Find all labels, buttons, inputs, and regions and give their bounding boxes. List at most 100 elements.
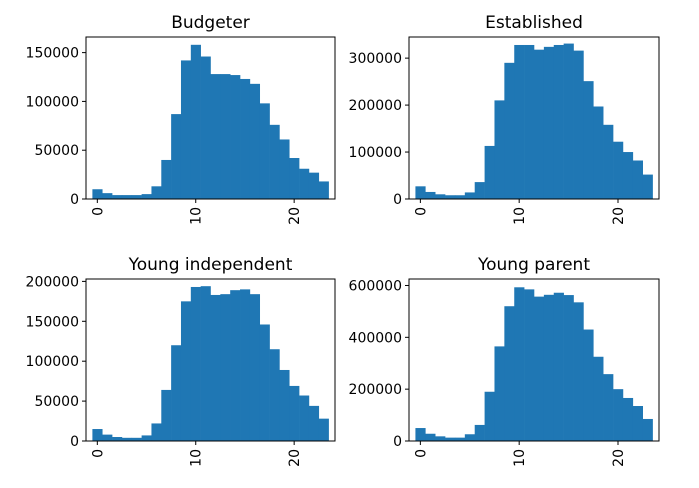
histogram-bar bbox=[464, 434, 476, 441]
x-tick-label: 10 bbox=[512, 207, 528, 225]
y-tick-label: 0 bbox=[393, 434, 402, 450]
y-tick-label: 0 bbox=[70, 192, 79, 208]
histogram-bar bbox=[573, 50, 584, 200]
x-tick-label: 20 bbox=[287, 207, 303, 225]
histogram-bar bbox=[121, 437, 133, 441]
histogram-bar bbox=[190, 44, 201, 200]
histogram-bar bbox=[269, 124, 280, 199]
y-tick-label: 100000 bbox=[349, 145, 402, 161]
histogram-bar bbox=[259, 103, 270, 199]
histogram-bar bbox=[220, 74, 231, 199]
histogram-bar bbox=[642, 174, 653, 199]
y-tick-label: 300000 bbox=[349, 51, 402, 67]
histogram-bar bbox=[593, 106, 604, 199]
subplot-title: Budgeter bbox=[171, 13, 250, 33]
histogram-bar bbox=[308, 172, 320, 199]
histogram-bar bbox=[583, 329, 594, 441]
x-tick-label: 20 bbox=[611, 207, 627, 225]
histogram-bar bbox=[230, 75, 241, 199]
histogram-bar bbox=[161, 159, 172, 199]
histogram-bar bbox=[514, 44, 525, 200]
histogram-bar bbox=[240, 289, 251, 441]
histogram-bar bbox=[131, 437, 142, 441]
y-tick-label: 200000 bbox=[349, 382, 402, 398]
histogram-bar bbox=[534, 49, 545, 200]
y-tick-label: 100000 bbox=[26, 94, 79, 110]
y-tick-label: 200000 bbox=[26, 274, 79, 290]
x-tick-label: 0 bbox=[413, 449, 429, 458]
histogram-bar bbox=[504, 62, 515, 200]
histogram-bar bbox=[603, 124, 614, 199]
histogram-bar bbox=[151, 186, 162, 199]
histogram-bar bbox=[445, 195, 456, 199]
y-axis: 0 50000 100000 150000 bbox=[26, 46, 86, 208]
histogram-bar bbox=[249, 294, 261, 441]
histogram-bar bbox=[603, 374, 614, 441]
x-axis: 0 10 20 bbox=[413, 199, 627, 225]
axes-frame bbox=[85, 278, 336, 442]
y-tick-label: 150000 bbox=[26, 46, 79, 62]
histogram-bar bbox=[425, 433, 436, 441]
histogram-bar bbox=[279, 369, 290, 441]
histogram-bar bbox=[299, 168, 310, 199]
histogram-bar bbox=[543, 46, 555, 199]
histogram-bar bbox=[200, 286, 211, 441]
y-tick-label: 0 bbox=[393, 192, 402, 208]
histogram-bar bbox=[269, 349, 280, 441]
histogram-bar bbox=[504, 306, 515, 441]
histogram-bar bbox=[259, 324, 270, 441]
histogram-bar bbox=[210, 74, 221, 199]
histogram-bar bbox=[524, 289, 535, 441]
histogram-bar bbox=[289, 385, 300, 441]
x-tick-label: 0 bbox=[90, 207, 106, 216]
histogram-bar bbox=[494, 346, 505, 441]
x-tick-label: 20 bbox=[611, 449, 627, 467]
histogram-bar bbox=[553, 292, 564, 441]
histogram-bar bbox=[249, 83, 261, 199]
y-axis: 0 100000 200000 300000 bbox=[349, 51, 409, 208]
histogram-bar bbox=[553, 44, 564, 200]
x-tick-label: 0 bbox=[413, 207, 429, 216]
bars bbox=[415, 287, 653, 441]
histogram-bar bbox=[102, 193, 113, 199]
histogram-bar bbox=[494, 100, 505, 199]
histogram-bar bbox=[161, 389, 172, 441]
histogram-bar bbox=[573, 302, 584, 441]
histogram-bar bbox=[308, 405, 320, 441]
x-tick-label: 10 bbox=[189, 207, 205, 225]
subplot-title: Young parent bbox=[477, 255, 590, 275]
histogram-bar bbox=[141, 435, 152, 441]
y-tick-label: 150000 bbox=[26, 314, 79, 330]
histogram-bar bbox=[484, 391, 495, 441]
histogram-bar bbox=[102, 434, 113, 441]
histogram-bar bbox=[92, 429, 103, 441]
histogram-bar bbox=[299, 395, 310, 441]
subplot-young-independent: 0 50000 100000 150000 200000 0 10 20 Young ind… bbox=[26, 255, 336, 467]
y-tick-label: 600000 bbox=[349, 278, 402, 294]
y-tick-label: 0 bbox=[70, 434, 79, 450]
histogram-bar bbox=[200, 56, 211, 200]
bars bbox=[92, 286, 329, 441]
histogram-bar bbox=[112, 437, 123, 441]
axes-frame bbox=[408, 278, 660, 442]
bars bbox=[92, 44, 329, 200]
subplot-established: 0 100000 200000 300000 0 10 20 Established bbox=[349, 13, 660, 225]
axes-frame bbox=[85, 36, 336, 200]
axes-frame bbox=[408, 36, 660, 200]
subplot-budgeter: 0 50000 100000 150000 0 10 20 Budgeter bbox=[26, 13, 336, 225]
histogram-bar bbox=[141, 194, 152, 199]
histogram-bar bbox=[171, 114, 182, 199]
histogram-bar bbox=[454, 195, 466, 199]
histogram-bar bbox=[632, 406, 643, 441]
histogram-bar bbox=[563, 43, 574, 199]
y-tick-label: 50000 bbox=[34, 394, 79, 410]
subplot-young-parent: 0 200000 400000 600000 0 10 20 Young parent bbox=[349, 255, 660, 467]
x-tick-label: 20 bbox=[287, 449, 303, 467]
histogram-bar bbox=[524, 44, 535, 200]
bars bbox=[415, 43, 653, 200]
histogram-bar bbox=[180, 301, 192, 441]
histogram-bar bbox=[543, 294, 555, 441]
histogram-bar bbox=[318, 181, 329, 199]
histogram-bar bbox=[112, 195, 123, 199]
x-tick-label: 10 bbox=[189, 449, 205, 467]
